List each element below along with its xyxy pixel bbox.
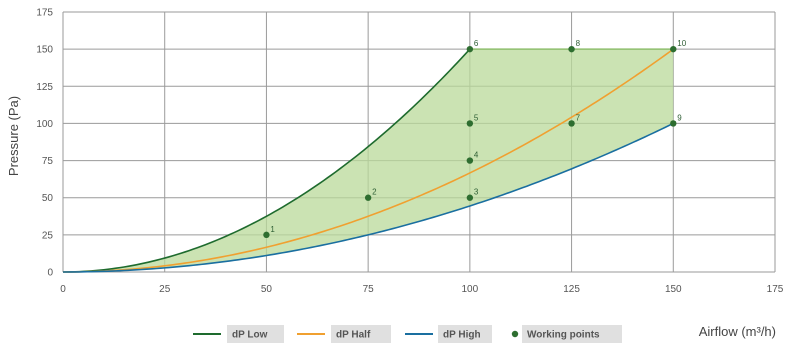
working-point-7 bbox=[568, 120, 575, 127]
working-area-fill bbox=[63, 49, 674, 272]
x-tick-label-3: 75 bbox=[363, 284, 375, 295]
legend: dP Low dP Half dP High Working points bbox=[193, 325, 622, 343]
y-tick-label-5: 125 bbox=[36, 82, 53, 93]
series-line-dp-high bbox=[62, 122, 674, 273]
legend-label-dp-high: dP High bbox=[443, 330, 481, 341]
x-tick-label-0: 0 bbox=[60, 284, 66, 295]
legend-label-dp-half: dP Half bbox=[336, 330, 371, 341]
y-tick-label-3: 75 bbox=[42, 156, 54, 167]
working-point-label-7: 7 bbox=[576, 113, 581, 122]
y-tick-label-6: 150 bbox=[36, 45, 53, 56]
working-point-label-1: 1 bbox=[270, 225, 275, 234]
working-point-8 bbox=[568, 45, 575, 53]
working-point-6 bbox=[466, 45, 474, 53]
working-point-label-5: 5 bbox=[474, 113, 479, 122]
working-point-5 bbox=[466, 120, 474, 127]
legend-label-box-working-points bbox=[522, 325, 622, 343]
y-tick-label-7: 175 bbox=[36, 8, 53, 19]
legend-swatch-working-points bbox=[511, 330, 519, 338]
y-tick-label-2: 50 bbox=[42, 193, 54, 204]
working-point-3 bbox=[466, 194, 474, 201]
working-point-1 bbox=[263, 231, 270, 239]
working-point-label-8: 8 bbox=[576, 39, 581, 48]
working-points: 1 2 3 4 5 6 7 8 9 10 bbox=[263, 39, 687, 239]
x-tick-label-2: 50 bbox=[261, 284, 273, 295]
y-axis-title: Pressure (Pa) bbox=[6, 96, 21, 176]
y-tick-label-4: 100 bbox=[36, 119, 53, 130]
legend-label-box-dp-half bbox=[331, 325, 391, 343]
legend-label-dp-low: dP Low bbox=[232, 330, 268, 341]
working-point-label-6: 6 bbox=[474, 39, 479, 48]
working-point-label-3: 3 bbox=[474, 188, 479, 197]
x-tick-label-4: 100 bbox=[462, 284, 479, 295]
working-point-9 bbox=[670, 120, 677, 127]
x-tick-label-7: 175 bbox=[767, 284, 784, 295]
legend-label-box-dp-high bbox=[438, 325, 492, 343]
y-tick-label-0: 0 bbox=[47, 268, 53, 279]
working-point-10 bbox=[670, 45, 677, 53]
x-tick-label-1: 25 bbox=[159, 284, 171, 295]
legend-label-box-dp-low bbox=[227, 325, 284, 343]
y-tick-label-1: 25 bbox=[42, 230, 54, 241]
series-line-dp-low bbox=[62, 48, 471, 273]
working-point-label-2: 2 bbox=[372, 188, 377, 197]
working-point-label-10: 10 bbox=[677, 39, 686, 48]
x-axis-title: Airflow (m³/h) bbox=[699, 324, 776, 339]
working-point-label-9: 9 bbox=[677, 113, 682, 122]
working-point-4 bbox=[466, 157, 474, 164]
x-tick-label-6: 150 bbox=[665, 284, 682, 295]
series-lines bbox=[62, 48, 674, 273]
series-line-dp-half bbox=[62, 48, 674, 273]
working-point-label-4: 4 bbox=[474, 151, 479, 160]
working-point-2 bbox=[364, 194, 372, 201]
x-tick-label-5: 125 bbox=[563, 284, 580, 295]
legend-label-working-points: Working points bbox=[527, 330, 600, 341]
